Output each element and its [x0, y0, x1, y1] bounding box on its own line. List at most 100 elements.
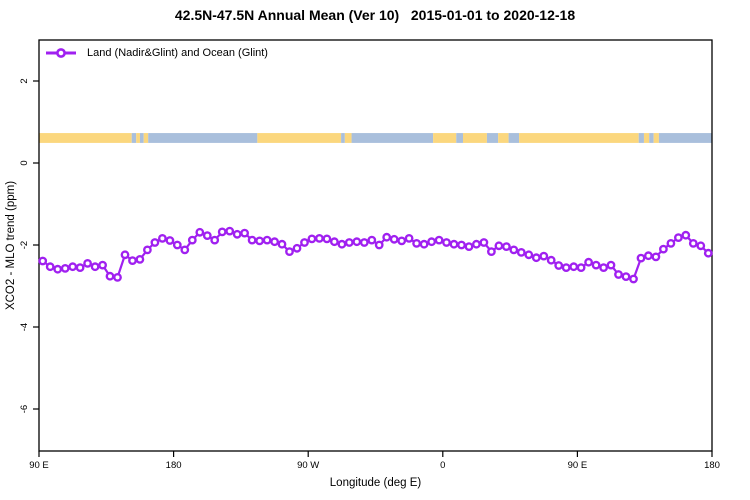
- data-point-marker: [659, 244, 668, 254]
- data-point-marker: [352, 237, 362, 247]
- data-point-marker: [180, 245, 190, 255]
- data-point-marker: [172, 240, 182, 250]
- data-point-marker: [531, 253, 541, 263]
- data-point-marker: [397, 236, 407, 246]
- series-markers: [38, 226, 713, 284]
- data-point-marker: [142, 245, 152, 255]
- data-point-marker: [696, 241, 706, 251]
- data-point-marker: [232, 229, 242, 239]
- data-point-marker: [83, 258, 93, 268]
- data-point-marker: [210, 235, 220, 245]
- band-segment-land: [643, 133, 650, 143]
- band-segment-ocean: [508, 133, 520, 143]
- data-point-marker: [501, 242, 511, 252]
- band-segment-ocean: [658, 133, 712, 143]
- data-point-marker: [255, 236, 264, 246]
- y-tick-label: -2: [19, 241, 30, 249]
- data-point-marker: [98, 260, 108, 270]
- data-point-marker: [681, 230, 691, 240]
- data-point-marker: [300, 238, 309, 247]
- band-segment-ocean: [456, 133, 463, 143]
- x-tick-label: 180: [704, 460, 720, 471]
- data-point-marker: [599, 263, 608, 272]
- data-point-marker: [516, 247, 526, 257]
- data-point-marker: [561, 263, 571, 272]
- y-tick-label: -4: [19, 323, 30, 331]
- band-segment-land: [462, 133, 487, 143]
- data-point-marker: [614, 270, 623, 279]
- chart-title: 42.5N-47.5N Annual Mean (Ver 10) 2015-01…: [174, 7, 576, 23]
- data-point-marker: [38, 256, 48, 266]
- land-ocean-band: [39, 133, 712, 143]
- data-point-marker: [247, 235, 257, 245]
- data-point-marker: [509, 245, 519, 255]
- data-point-marker: [539, 251, 549, 261]
- data-point-marker: [344, 238, 354, 247]
- band-segment-land: [519, 133, 639, 143]
- data-point-marker: [674, 233, 683, 243]
- data-point-marker: [374, 240, 384, 250]
- data-point-marker: [359, 238, 369, 247]
- data-point-marker: [569, 262, 579, 272]
- data-point-marker: [703, 248, 713, 258]
- data-point-marker: [636, 253, 646, 263]
- band-segment-ocean: [139, 133, 144, 143]
- data-point-marker: [75, 263, 85, 272]
- data-point-marker: [262, 235, 272, 245]
- data-point-marker: [135, 254, 145, 264]
- band-segment-ocean: [351, 133, 434, 143]
- data-point-marker: [524, 250, 534, 260]
- data-point-marker: [68, 262, 78, 272]
- data-point-marker: [494, 241, 504, 251]
- x-tick-label: 90 W: [297, 460, 319, 471]
- data-point-marker: [389, 234, 399, 244]
- data-point-marker: [329, 237, 339, 247]
- y-tick-label: 2: [19, 78, 30, 83]
- band-segment-land: [143, 133, 149, 143]
- data-point-marker: [479, 238, 489, 247]
- data-point-marker: [464, 242, 474, 252]
- data-point-marker: [576, 263, 586, 272]
- band-segment-land: [257, 133, 342, 143]
- y-tick-label: 0: [19, 160, 30, 165]
- data-point-marker: [120, 250, 130, 260]
- data-point-marker: [202, 231, 212, 241]
- data-point-marker: [128, 256, 137, 265]
- data-point-marker: [90, 262, 100, 272]
- data-point-marker: [367, 235, 377, 245]
- data-point-marker: [651, 252, 661, 262]
- x-tick-label: 0: [440, 460, 445, 471]
- band-segment-land: [344, 133, 352, 143]
- data-point-marker: [419, 239, 429, 249]
- band-segment-land: [433, 133, 457, 143]
- data-point-marker: [471, 239, 481, 249]
- data-point-marker: [292, 243, 302, 253]
- data-point-marker: [644, 251, 653, 261]
- data-point-marker: [217, 227, 227, 237]
- data-point-marker: [591, 260, 601, 270]
- data-point-marker: [60, 263, 70, 273]
- data-point-marker: [621, 272, 631, 281]
- data-point-marker: [337, 239, 347, 249]
- data-point-marker: [666, 238, 676, 248]
- x-axis-label: Longitude (deg E): [330, 477, 422, 489]
- data-point-marker: [113, 272, 122, 282]
- data-point-marker: [442, 238, 451, 247]
- legend-marker-icon: [46, 48, 76, 58]
- data-point-marker: [240, 228, 250, 238]
- band-segment-ocean: [131, 133, 137, 143]
- data-point-marker: [546, 255, 556, 265]
- data-point-marker: [412, 238, 421, 248]
- x-tick-label: 90 E: [568, 460, 588, 471]
- data-point-marker: [270, 237, 279, 247]
- data-point-marker: [314, 233, 324, 243]
- legend: Land (Nadir&Glint) and Ocean (Glint): [44, 44, 268, 62]
- band-segment-ocean: [649, 133, 654, 143]
- data-point-marker: [157, 233, 167, 243]
- band-segment-land: [498, 133, 509, 143]
- data-point-marker: [307, 234, 317, 244]
- data-point-marker: [486, 247, 496, 257]
- data-point-marker: [45, 262, 55, 272]
- data-point-marker: [277, 239, 287, 249]
